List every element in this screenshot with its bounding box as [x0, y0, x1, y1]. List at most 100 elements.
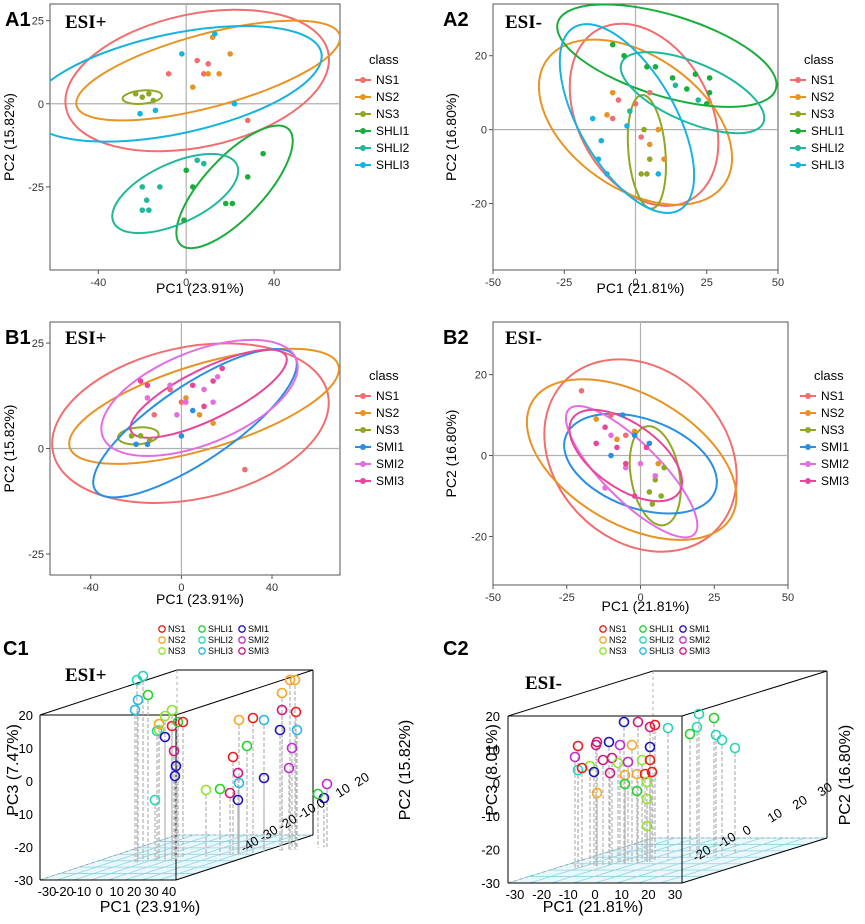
- z-tick-label: -10: [481, 809, 500, 824]
- ellipse-smi3: [129, 348, 288, 439]
- point-smi3: [189, 382, 196, 389]
- point-3d: [149, 794, 161, 806]
- point-3d: [241, 740, 253, 752]
- point-smi2: [183, 399, 189, 405]
- point-ns1: [200, 71, 207, 77]
- point-smi2: [652, 472, 659, 479]
- y-tick-label: 20: [790, 792, 810, 812]
- point-smi1: [631, 432, 638, 439]
- point-3d: [284, 674, 296, 686]
- legend-label-shli1: SHLI1: [376, 124, 410, 138]
- point-3d: [708, 712, 720, 724]
- point-3d: [159, 731, 171, 743]
- point-smi2: [174, 411, 180, 418]
- point-3d: [606, 752, 618, 764]
- point-3d: [258, 772, 270, 784]
- x-axis-title: PC1 (21.81%): [597, 280, 685, 296]
- x-tick-label: -50: [485, 592, 501, 604]
- point-3d: [572, 740, 584, 752]
- legend-swatch-dot: [795, 145, 801, 151]
- point-smi2: [201, 386, 207, 393]
- legend-marker: [639, 636, 647, 644]
- legend-label-ns2: NS2: [811, 90, 835, 104]
- point-3d: [569, 751, 581, 763]
- x-tick-label: -20: [55, 884, 74, 899]
- point-shli1: [652, 64, 659, 70]
- legend: class NS1 NS2 NS3 SHLI1 SHLI2 SHLI3: [355, 52, 410, 172]
- ionization-mode: ESI-: [505, 328, 542, 349]
- point-smi3: [210, 378, 216, 384]
- floor-grid-line: [616, 837, 762, 884]
- point-3d: [691, 721, 703, 733]
- box-edge: [681, 837, 828, 884]
- legend: NS1 SHLI1 SMI1 NS2 SHLI2 SMI2 NS3 SHLI3 SMI3: [158, 624, 269, 656]
- legend-marker: [679, 647, 687, 655]
- y-tick-label: -25: [28, 549, 44, 561]
- legend-label-ns1: NS1: [376, 73, 400, 87]
- legend-label-ns1: NS1: [376, 389, 400, 403]
- point-3d: [233, 777, 245, 789]
- x-tick-label: 0: [96, 884, 103, 899]
- plot-area: [537, 4, 778, 214]
- point-ns3: [139, 94, 146, 100]
- legend-swatch-dot: [795, 94, 801, 100]
- point-3d: [591, 787, 603, 799]
- point-3d: [291, 724, 303, 736]
- x-tick-label: 0: [183, 277, 189, 289]
- point-ns2: [604, 112, 610, 118]
- point-ns1: [646, 89, 653, 96]
- point-shli1: [229, 200, 236, 207]
- floor-grid-line: [660, 837, 806, 884]
- legend-label-smi3: SMI3: [248, 646, 269, 656]
- point-shli1: [644, 64, 650, 70]
- legend-swatch-dot: [795, 162, 801, 168]
- legend-swatch-dot: [360, 145, 366, 151]
- legend-label-ns3: NS3: [811, 107, 835, 121]
- legend-swatch-dot: [805, 393, 811, 399]
- legend-label-ns3: NS3: [376, 423, 400, 437]
- legend-label-ns3: NS3: [376, 107, 400, 121]
- plot-area: [525, 358, 738, 553]
- panel-label: B1: [5, 327, 31, 349]
- z-tick-label: 0: [26, 774, 33, 789]
- point-smi1: [646, 440, 653, 447]
- point-3d: [644, 754, 656, 766]
- point-3d: [626, 739, 638, 751]
- point-shli3: [211, 31, 218, 37]
- y-tick-label: 0: [38, 444, 44, 456]
- point-ns3: [137, 433, 144, 439]
- point-smi1: [178, 433, 185, 439]
- box-edge: [507, 670, 654, 717]
- point-shli1: [190, 184, 196, 190]
- point-smi3: [622, 460, 629, 467]
- point-ns3: [644, 171, 650, 177]
- point-smi2: [622, 464, 629, 471]
- point-smi1: [133, 441, 139, 448]
- legend: class NS1 NS2 NS3 SHLI1 SHLI2 SHLI3: [790, 52, 845, 172]
- point-3d: [137, 670, 149, 682]
- x-tick-label: 40: [266, 582, 278, 594]
- ellipse-ns2: [537, 38, 734, 206]
- point-shli2: [139, 207, 146, 213]
- point-shli1: [703, 100, 710, 107]
- point-ns1: [615, 97, 622, 103]
- x-tick-label: -40: [90, 277, 106, 289]
- legend-label-ns2: NS2: [609, 635, 627, 645]
- point-ns3: [658, 493, 664, 499]
- legend-label-smi3: SMI3: [821, 474, 849, 488]
- point-ns1: [167, 386, 173, 393]
- x-tick-label: 10: [614, 887, 628, 902]
- point-3d: [729, 742, 741, 754]
- x-tick-label: 20: [641, 887, 655, 902]
- point-3d: [289, 674, 301, 686]
- point-shli3: [624, 123, 630, 129]
- floor-grid-line: [158, 834, 297, 881]
- ionization-mode: ESI+: [65, 665, 106, 686]
- x-tick-label: 40: [268, 277, 280, 289]
- point-3d: [622, 756, 634, 768]
- legend-swatch-dot: [795, 111, 801, 117]
- point-shli1: [706, 89, 713, 96]
- point-ns2: [661, 156, 667, 162]
- ionization-mode: ESI+: [65, 12, 106, 33]
